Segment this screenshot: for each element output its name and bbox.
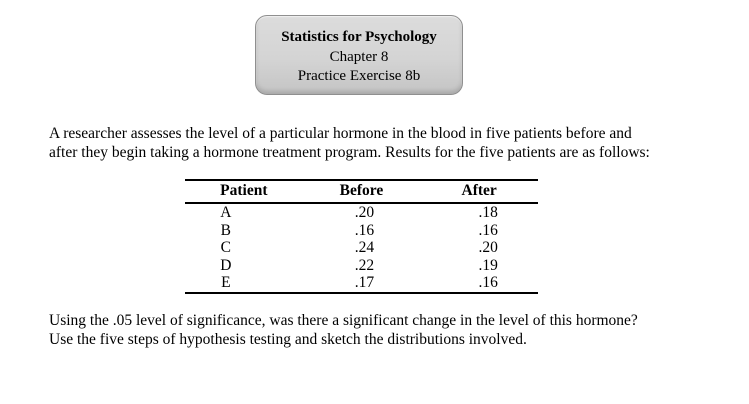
cell-before: .20 (354, 204, 375, 221)
cell-patient: D (220, 256, 232, 274)
cell-patient: E (185, 274, 303, 294)
cell-after: .19 (478, 256, 498, 274)
cell-patient: C (220, 239, 231, 256)
title-box: Statistics for Psychology Chapter 8 Prac… (255, 15, 463, 95)
cell-after: .16 (420, 274, 538, 294)
cell-after: .18 (478, 204, 498, 221)
cell-after: .16 (478, 221, 498, 239)
box-title: Statistics for Psychology (281, 29, 437, 45)
results-table: Patient Before After A .20 .18 B .16 .16… (185, 179, 538, 294)
table-row: E .17 .16 (185, 274, 538, 294)
col-header-after: After (420, 180, 538, 204)
question-line-1: Using the .05 level of significance, was… (49, 312, 638, 329)
cell-before: .24 (354, 239, 375, 256)
table-row: D .22 .19 (185, 257, 538, 275)
cell-before: .16 (354, 221, 375, 239)
question-paragraph: Using the .05 level of significance, was… (49, 311, 638, 349)
intro-line-2: after they begin taking a hormone treatm… (49, 144, 650, 161)
table-body: A .20 .18 B .16 .16 C .24 .20 D .22 .19 … (185, 203, 538, 294)
box-exercise: Practice Exercise 8b (297, 68, 421, 84)
box-chapter: Chapter 8 (329, 48, 389, 65)
intro-paragraph: A researcher assesses the level of a par… (49, 124, 650, 162)
table-header-row: Patient Before After (185, 180, 538, 204)
col-header-patient: Patient (185, 180, 303, 204)
cell-patient: B (220, 221, 231, 239)
question-line-2: Use the five steps of hypothesis testing… (49, 331, 527, 348)
cell-after: .20 (478, 239, 498, 256)
cell-before: .17 (302, 274, 421, 294)
table-row: A .20 .18 (185, 203, 538, 222)
table-row: C .24 .20 (185, 239, 538, 257)
col-header-before: Before (302, 180, 421, 204)
cell-before: .22 (354, 256, 375, 274)
table-row: B .16 .16 (185, 222, 538, 240)
intro-line-1: A researcher assesses the level of a par… (49, 125, 632, 142)
cell-patient: A (220, 204, 232, 221)
table-header: Patient Before After (185, 180, 538, 204)
